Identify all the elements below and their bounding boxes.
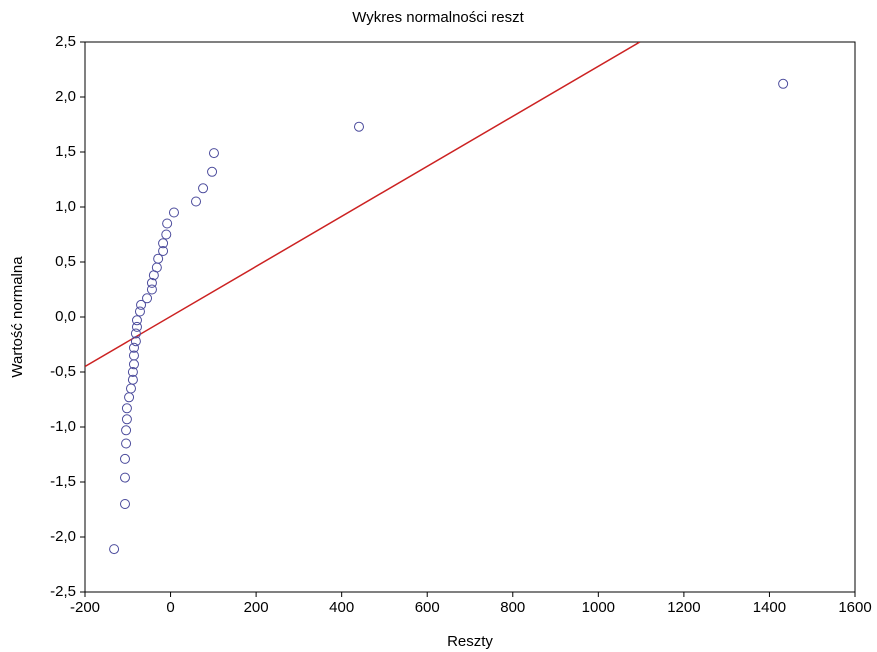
data-point bbox=[136, 299, 147, 310]
data-point bbox=[121, 425, 132, 436]
x-tick-label: -200 bbox=[70, 599, 100, 616]
x-tick-label: 1600 bbox=[838, 599, 871, 616]
y-axis-label: Wartość normalna bbox=[9, 256, 26, 378]
y-tick-label: -1,5 bbox=[50, 473, 76, 490]
data-point bbox=[121, 414, 132, 425]
data-point bbox=[208, 148, 219, 159]
x-tick-label: 1400 bbox=[753, 599, 786, 616]
data-point bbox=[353, 121, 364, 132]
data-point bbox=[131, 315, 142, 326]
plot-frame bbox=[84, 41, 856, 593]
x-tick-label: 0 bbox=[166, 599, 174, 616]
data-point bbox=[130, 328, 141, 339]
data-point bbox=[128, 342, 139, 353]
data-point bbox=[151, 262, 162, 273]
data-point bbox=[161, 229, 172, 240]
data-point bbox=[778, 78, 789, 89]
y-tick-label: 0,5 bbox=[55, 253, 76, 270]
y-tick-label: -0,5 bbox=[50, 363, 76, 380]
data-point bbox=[198, 183, 209, 194]
data-point bbox=[130, 336, 141, 347]
data-point bbox=[128, 350, 139, 361]
data-point bbox=[158, 238, 169, 249]
y-tick-label: -2,0 bbox=[50, 528, 76, 545]
plot-area bbox=[85, 42, 789, 555]
data-point bbox=[127, 367, 138, 377]
data-point bbox=[146, 277, 157, 288]
y-tick-label: 2,5 bbox=[55, 33, 76, 50]
data-point bbox=[162, 218, 173, 229]
data-point bbox=[119, 453, 130, 464]
x-axis-label: Reszty bbox=[447, 633, 493, 650]
x-tick-label: 1200 bbox=[667, 599, 700, 616]
data-point bbox=[207, 166, 218, 177]
data-point bbox=[134, 306, 145, 317]
x-tick-label: 800 bbox=[500, 599, 525, 616]
y-tick-label: 1,0 bbox=[55, 198, 76, 215]
data-point bbox=[153, 253, 164, 264]
x-tick-label: 600 bbox=[415, 599, 440, 616]
data-point bbox=[131, 321, 142, 332]
x-tick-label: 400 bbox=[329, 599, 354, 616]
data-point bbox=[168, 207, 179, 218]
data-point bbox=[124, 392, 135, 403]
reference-line bbox=[85, 42, 641, 368]
data-point bbox=[109, 544, 120, 555]
data-point bbox=[158, 246, 169, 256]
x-tick-label: 1000 bbox=[582, 599, 615, 616]
data-point bbox=[121, 438, 132, 449]
x-tick-label: 200 bbox=[244, 599, 269, 616]
y-tick-label: 2,0 bbox=[55, 88, 76, 105]
y-tick-label: 0,0 bbox=[55, 308, 76, 325]
y-tick-label: -2,5 bbox=[50, 583, 76, 600]
data-point bbox=[191, 196, 202, 207]
data-point bbox=[146, 284, 157, 295]
data-point bbox=[125, 383, 136, 394]
y-tick-label: 1,5 bbox=[55, 143, 76, 160]
data-point bbox=[119, 499, 130, 509]
data-point bbox=[121, 403, 132, 414]
chart-title: Wykres normalności reszt bbox=[352, 9, 524, 26]
data-point bbox=[127, 374, 138, 385]
data-point bbox=[119, 472, 130, 483]
y-tick-label: -1,0 bbox=[50, 418, 76, 435]
data-point bbox=[142, 293, 153, 304]
